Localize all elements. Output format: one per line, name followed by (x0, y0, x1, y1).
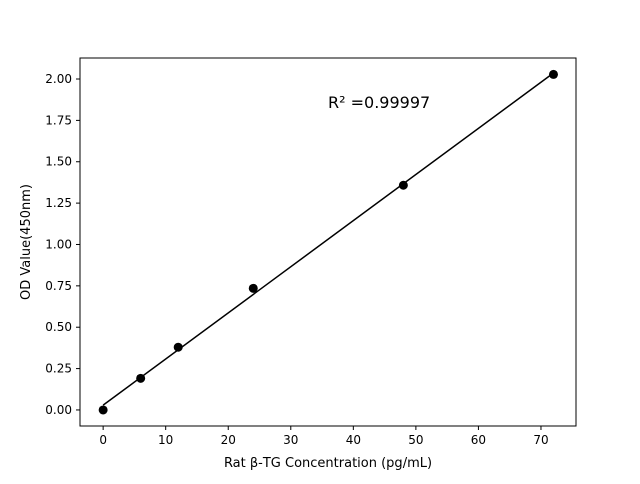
plot-frame (79, 57, 577, 427)
data-point (98, 405, 108, 415)
x-tick-label: 60 (471, 433, 486, 447)
data-point (136, 373, 146, 383)
x-tick-label: 20 (221, 433, 236, 447)
y-axis: 0.00 0.25 0.50 0.75 1.00 1.25 1.50 1.75 2.00 (45, 72, 80, 417)
y-axis-label: OD Value(450nm) (19, 184, 34, 300)
x-tick-label: 30 (283, 433, 298, 447)
x-tick-label: 50 (408, 433, 423, 447)
x-tick-label: 10 (158, 433, 173, 447)
y-tick-label: 2.00 (45, 72, 72, 86)
fit-line (102, 72, 554, 406)
data-point (398, 180, 408, 190)
r2-annotation: R² =0.99997 (328, 93, 430, 112)
x-tick-label: 40 (346, 433, 361, 447)
y-tick-label: 0.25 (45, 362, 72, 376)
y-tick-label: 1.75 (45, 113, 72, 127)
data-point (548, 69, 558, 79)
series (98, 69, 558, 415)
x-tick-label: 70 (533, 433, 548, 447)
data-point (173, 342, 183, 352)
y-tick-label: 0.00 (45, 403, 72, 417)
x-tick-label: 0 (99, 433, 107, 447)
y-tick-label: 1.00 (45, 237, 72, 251)
y-tick-label: 1.50 (45, 155, 72, 169)
x-axis-label: Rat β-TG Concentration (pg/mL) (224, 456, 432, 471)
y-tick-label: 0.50 (45, 320, 72, 334)
y-tick-label: 1.25 (45, 196, 72, 210)
data-point (248, 283, 258, 293)
y-tick-label: 0.75 (45, 279, 72, 293)
x-axis: 0 10 20 30 40 50 60 70 (99, 426, 549, 447)
